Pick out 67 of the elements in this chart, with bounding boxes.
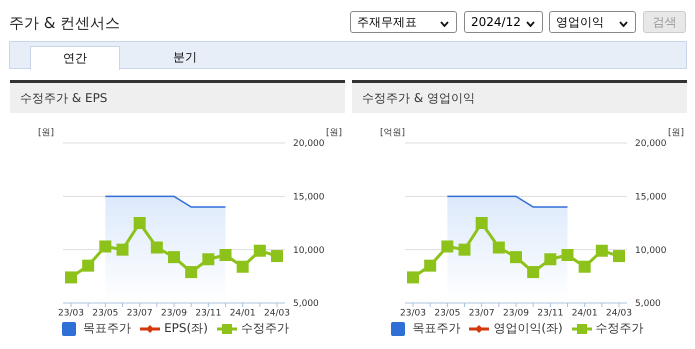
text: 주재무제표 [350,11,457,33]
point [441,240,454,252]
y2-tick-label: 15,000 [293,192,325,203]
x-tick-label: 24/03 [606,308,632,318]
x-tick-label: 23/03 [400,308,426,318]
x-tick-label: 23/05 [92,308,118,318]
text: 연간 [30,46,120,70]
x-tick-label: 23/09 [503,308,530,318]
point [562,249,574,261]
y2-tick-label: 20,000 [293,139,325,150]
point [150,242,163,254]
text: 2024/12 [464,11,543,33]
x-tick-label: 23/05 [434,308,460,318]
y2-tick-label: 10,000 [635,246,667,256]
point [202,253,214,266]
x-tick-label: 23/07 [126,308,153,318]
point [185,266,198,278]
y2-tick-label: 20,000 [635,139,667,150]
point [407,271,419,284]
y2-tick-label: 10,000 [293,246,325,256]
point [596,244,608,257]
legend-label: 목표주가 [411,321,460,335]
point [527,266,540,278]
point [254,244,266,257]
x-tick-label: 23/09 [161,308,188,318]
y2-tick-label: 5,000 [293,299,320,310]
point [116,244,128,256]
y-axis-title: [억원] [380,127,406,139]
x-tick-label: 23/11 [537,308,564,318]
point [578,260,591,273]
point [492,242,505,254]
point [82,260,94,272]
point [458,244,470,256]
point [236,260,249,273]
point [271,250,283,262]
point [544,253,556,266]
legend-label: 목표주가 [82,321,132,335]
point [476,217,488,229]
y2-tick-label: 5,000 [635,299,662,310]
x-tick-label: 24/03 [264,308,290,318]
text: 분기 [172,49,198,66]
point [168,251,180,264]
x-tick-label: 23/03 [58,308,84,318]
point [424,260,436,272]
y2-tick-label: 15,000 [635,192,667,203]
x-tick-label: 24/01 [230,308,256,318]
x-tick-label: 23/07 [468,308,495,318]
chart-title: 수정주가 & EPS [10,80,345,113]
point [510,251,522,264]
y2-axis-title: [원] [668,127,684,139]
legend-label: EPS(좌) [163,321,208,335]
point [220,249,232,261]
legend-label: 영업이익(좌) [492,321,563,335]
point [99,240,112,252]
x-tick-label: 24/01 [572,308,598,318]
x-tick-label: 23/11 [195,308,222,318]
legend-label: 수정주가 [594,321,644,335]
text: 영업이익 [549,11,636,33]
legend-label: 수정주가 [240,321,289,335]
point [613,250,625,262]
point [65,271,77,284]
y-axis-title: [원] [38,127,54,139]
chart-title: 수정주가 & 영업이익 [352,80,687,113]
y2-axis-title: [원] [326,127,342,139]
point [134,217,146,229]
text: 검색 [643,11,686,33]
text: 주가 & 컨센서스 [9,14,120,33]
